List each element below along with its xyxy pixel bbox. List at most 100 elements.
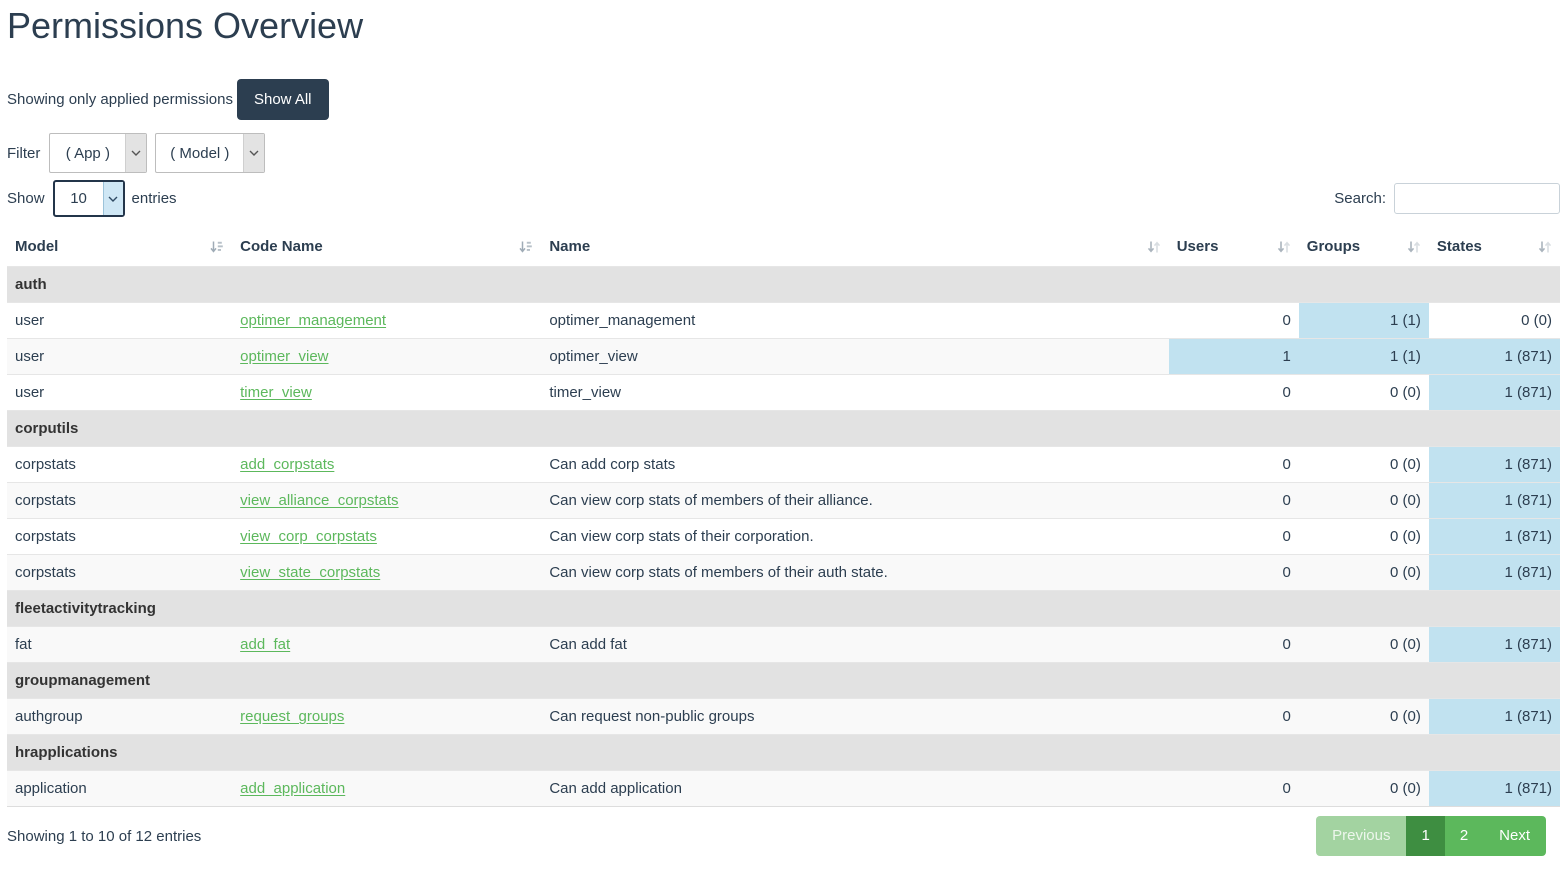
code-name-link[interactable]: add_application <box>240 780 346 797</box>
code-name-cell: view_state_corpstats <box>232 554 542 591</box>
code-name-link[interactable]: view_corp_corpstats <box>240 528 377 545</box>
table-row: user optimer_management optimer_manageme… <box>7 302 1560 339</box>
states-cell: 1 (871) <box>1428 554 1560 591</box>
groups-cell: 1 (1) <box>1298 338 1429 375</box>
code-name-link[interactable]: view_state_corpstats <box>240 564 381 581</box>
permissions-table: Model Code Name Name Users Groups States auth… <box>7 229 1560 807</box>
group-label: corputils <box>7 410 1560 447</box>
page-length-control: Show 10 entries <box>7 180 177 217</box>
code-name-link[interactable]: optimer_view <box>240 348 329 365</box>
app-filter-value: ( App ) <box>65 144 110 162</box>
table-row: corpstats view_alliance_corpstats Can vi… <box>7 482 1560 519</box>
groups-cell: 0 (0) <box>1298 626 1429 663</box>
show-all-button[interactable]: Show All <box>236 78 329 120</box>
page-length-value: 10 <box>70 190 87 207</box>
groups-cell: 0 (0) <box>1298 374 1429 411</box>
states-cell: 1 (871) <box>1428 482 1560 519</box>
column-label: States <box>1436 238 1482 255</box>
code-name-cell: request_groups <box>232 698 542 735</box>
code-name-link[interactable]: timer_view <box>240 384 312 401</box>
toolbar: Showing only applied permissions Show Al… <box>7 77 1560 121</box>
search-input[interactable] <box>1394 183 1560 214</box>
page-next[interactable]: Next <box>1483 816 1546 856</box>
sort-both-icon <box>1407 240 1421 258</box>
code-name-link[interactable]: add_fat <box>240 636 291 653</box>
name-cell: Can view corp stats of their corporation… <box>541 518 1169 555</box>
column-label: Groups <box>1306 238 1361 255</box>
table-body: auth user optimer_management optimer_man… <box>7 266 1560 807</box>
states-cell: 1 (871) <box>1428 626 1560 663</box>
group-header-row: auth <box>7 266 1560 303</box>
sort-amount-icon <box>210 240 224 258</box>
show-label: Show <box>7 190 45 207</box>
code-name-cell: view_corp_corpstats <box>232 518 542 555</box>
model-cell: authgroup <box>7 698 233 735</box>
page-previous[interactable]: Previous <box>1316 816 1407 856</box>
table-row: authgroup request_groups Can request non… <box>7 698 1560 735</box>
table-row: corpstats view_corp_corpstats Can view c… <box>7 518 1560 555</box>
table-footer: Showing 1 to 10 of 12 entries Previous 1 2… <box>7 807 1560 856</box>
table-row: user optimer_view optimer_view 1 1 (1) 1… <box>7 338 1560 375</box>
entries-label: entries <box>131 190 177 207</box>
name-cell: optimer_management <box>541 302 1169 339</box>
page-title: Permissions Overview <box>7 5 364 46</box>
code-name-cell: view_alliance_corpstats <box>232 482 542 519</box>
groups-cell: 0 (0) <box>1298 698 1429 735</box>
column-header-code-name[interactable]: Code Name <box>232 229 541 267</box>
users-cell: 0 <box>1168 518 1299 555</box>
page-1[interactable]: 1 <box>1406 816 1445 856</box>
search-label: Search: <box>1334 190 1386 207</box>
name-cell: Can view corp stats of members of their … <box>541 482 1169 519</box>
sort-both-icon <box>1147 240 1161 258</box>
users-cell: 0 <box>1168 626 1299 663</box>
code-name-link[interactable]: view_alliance_corpstats <box>240 492 399 509</box>
states-cell: 1 (871) <box>1428 374 1560 411</box>
column-label: Name <box>549 238 591 255</box>
code-name-cell: timer_view <box>232 374 542 411</box>
column-header-states[interactable]: States <box>1429 229 1560 267</box>
table-header-row: Model Code Name Name Users Groups States <box>7 229 1560 267</box>
model-cell: application <box>7 770 233 807</box>
groups-cell: 1 (1) <box>1298 302 1429 339</box>
code-name-link[interactable]: add_corpstats <box>240 456 335 473</box>
search-control: Search: <box>1334 183 1560 214</box>
name-cell: Can view corp stats of members of their … <box>541 554 1169 591</box>
filter-label: Filter <box>7 144 41 162</box>
model-cell: corpstats <box>7 446 233 483</box>
users-cell: 0 <box>1168 302 1299 339</box>
sort-both-icon <box>1538 240 1552 258</box>
groups-cell: 0 (0) <box>1298 446 1429 483</box>
model-filter-value: ( Model ) <box>170 144 230 162</box>
column-header-model[interactable]: Model <box>7 229 232 267</box>
code-name-link[interactable]: optimer_management <box>240 312 387 329</box>
model-cell: corpstats <box>7 518 233 555</box>
page-length-select[interactable]: 10 <box>52 180 125 217</box>
name-cell: optimer_view <box>541 338 1169 375</box>
model-filter-select[interactable]: ( Model ) <box>155 133 266 173</box>
groups-cell: 0 (0) <box>1298 770 1429 807</box>
column-header-users[interactable]: Users <box>1169 229 1299 267</box>
table-row: corpstats add_corpstats Can add corp sta… <box>7 446 1560 483</box>
column-header-name[interactable]: Name <box>541 229 1168 267</box>
code-name-cell: add_corpstats <box>232 446 542 483</box>
column-header-groups[interactable]: Groups <box>1299 229 1429 267</box>
model-cell: user <box>7 338 233 375</box>
states-cell: 1 (871) <box>1428 446 1560 483</box>
name-cell: Can add corp stats <box>541 446 1169 483</box>
table-row: fat add_fat Can add fat 0 0 (0) 1 (871) <box>7 626 1560 663</box>
users-cell: 0 <box>1168 482 1299 519</box>
code-name-link[interactable]: request_groups <box>240 708 345 725</box>
column-label: Model <box>15 238 59 255</box>
code-name-cell: optimer_management <box>232 302 542 339</box>
states-cell: 1 (871) <box>1428 518 1560 555</box>
page-2[interactable]: 2 <box>1444 816 1484 856</box>
users-cell: 0 <box>1168 770 1299 807</box>
name-cell: Can request non-public groups <box>541 698 1169 735</box>
app-filter-select[interactable]: ( App ) <box>49 133 148 173</box>
states-cell: 0 (0) <box>1428 302 1560 339</box>
groups-cell: 0 (0) <box>1298 482 1429 519</box>
model-cell: fat <box>7 626 233 663</box>
users-cell: 1 <box>1168 338 1299 375</box>
model-cell: user <box>7 374 233 411</box>
users-cell: 0 <box>1168 698 1299 735</box>
